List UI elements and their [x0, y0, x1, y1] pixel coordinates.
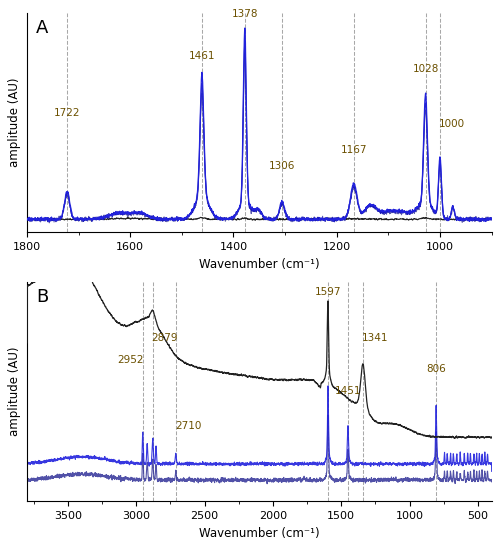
Text: 2879: 2879: [152, 333, 178, 343]
Text: 806: 806: [426, 364, 446, 374]
Text: 2710: 2710: [175, 421, 201, 431]
Text: A: A: [36, 19, 48, 37]
Text: 1722: 1722: [54, 108, 80, 118]
Text: 1461: 1461: [188, 51, 215, 61]
Text: 1028: 1028: [412, 64, 439, 74]
Y-axis label: amplitude (AU): amplitude (AU): [8, 78, 22, 167]
X-axis label: Wavenumber (cm⁻¹): Wavenumber (cm⁻¹): [199, 258, 320, 271]
Text: 1341: 1341: [362, 333, 388, 343]
Text: 2952: 2952: [118, 355, 144, 365]
Text: 1378: 1378: [232, 9, 258, 19]
X-axis label: Wavenumber (cm⁻¹): Wavenumber (cm⁻¹): [199, 527, 320, 540]
Text: 1000: 1000: [438, 119, 464, 129]
Y-axis label: amplitude (AU): amplitude (AU): [8, 347, 22, 436]
Text: 1167: 1167: [340, 145, 367, 156]
Text: B: B: [36, 288, 48, 306]
Text: 1306: 1306: [269, 161, 295, 171]
Text: 1451: 1451: [334, 386, 361, 396]
Text: 1597: 1597: [315, 287, 342, 297]
